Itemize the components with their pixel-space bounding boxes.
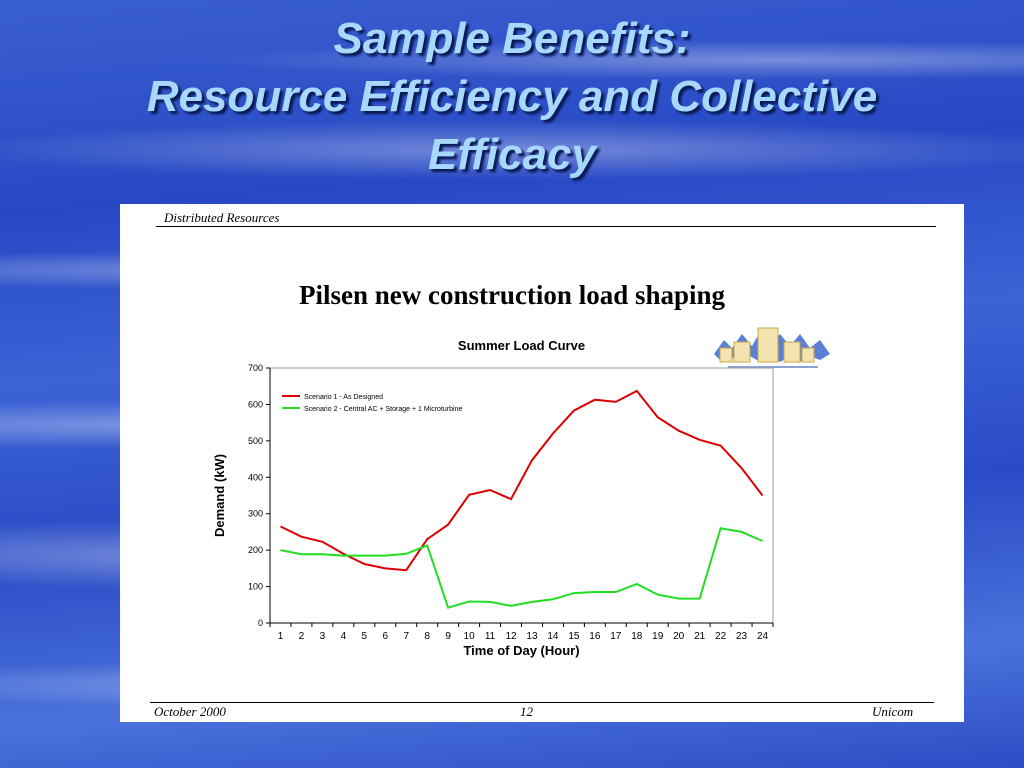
summer-load-curve-chart: Summer Load Curve 0 100 200 300 400 500 600 700 1… [212,338,774,658]
header-divider [156,226,936,227]
y-tick-label: 100 [248,582,263,592]
title-line-2: Resource Efficiency and Collective [146,72,878,121]
x-tick-label: 17 [610,631,622,642]
x-tick-label: 23 [736,631,748,642]
x-tick-label: 11 [485,631,496,642]
x-tick-label: 3 [320,631,326,642]
x-tick-label: 7 [403,631,409,642]
y-tick-label: 0 [258,618,263,628]
x-tick-label: 6 [382,631,388,642]
x-tick-label: 12 [505,631,517,642]
y-tick-label: 300 [248,509,263,519]
chart-heading: Pilsen new construction load shaping [298,280,726,310]
x-tick-label: 5 [362,631,368,642]
y-tick-label: 400 [248,472,263,482]
x-tick-label: 1 [278,631,284,642]
footer-company: Unicom [872,704,914,719]
x-tick-label: 19 [652,631,664,642]
x-tick-label: 15 [568,631,580,642]
x-tick-label: 14 [547,631,559,642]
title-line-1: Sample Benefits: [333,14,691,63]
chart-title: Summer Load Curve [458,338,585,353]
x-tick-label: 20 [673,631,685,642]
series-line-1 [280,389,764,572]
footer-date: October 2000 [154,704,226,719]
x-tick-label: 24 [757,631,769,642]
y-axis-label: Demand (kW) [212,454,227,537]
footer-divider [150,702,934,703]
plot-area [269,367,774,624]
legend-label-1: Scenario 1 - As Designed [304,394,383,401]
x-tick-label: 8 [424,631,430,642]
header-label: Distributed Resources [164,210,280,225]
x-tick-label: 16 [589,631,601,642]
footer-page-number: 12 [520,704,533,719]
x-tick-label: 2 [299,631,305,642]
slide-title-block: Sample Benefits: Resource Efficiency and… [0,10,1024,184]
series-line-2 [280,527,763,609]
x-tick-label: 21 [694,631,706,642]
x-tick-label: 18 [631,631,643,642]
x-tick-label: 9 [445,631,451,642]
title-line-3: Efficacy [428,130,596,179]
x-tick-label: 10 [464,631,476,642]
x-tick-label: 4 [341,631,347,642]
legend-label-2: Scenario 2 - Central AC + Storage + 1 Mi… [304,406,462,413]
community-energy-cooperative-logo-icon [714,327,830,368]
x-tick-label: 13 [526,631,538,642]
x-axis-label: Time of Day (Hour) [463,643,579,658]
y-tick-label: 500 [248,436,263,446]
y-tick-label: 700 [248,363,263,373]
content-panel: Distributed Resources Pilsen new constru… [120,204,964,722]
y-tick-label: 600 [248,399,263,409]
y-tick-label: 200 [248,545,263,555]
x-tick-label: 22 [715,631,727,642]
